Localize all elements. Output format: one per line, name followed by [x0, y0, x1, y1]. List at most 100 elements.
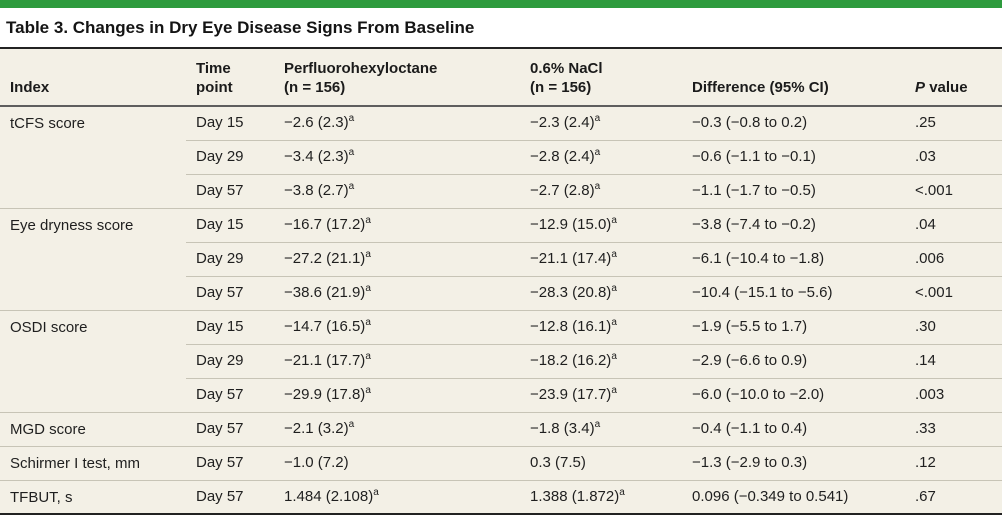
- timepoint-cell: Day 57: [186, 173, 274, 208]
- pfho-value-cell-text: −29.9 (17.8): [284, 386, 366, 403]
- pfho-value-cell-text: −3.8 (2.7): [284, 182, 349, 199]
- nacl-value-cell-text: −23.9 (17.7): [530, 386, 612, 403]
- difference-cell: −0.4 (−1.1 to 0.4): [682, 411, 905, 446]
- footnote-marker: a: [365, 215, 371, 226]
- pfho-value-cell: −3.8 (2.7)a: [274, 173, 520, 208]
- pvalue-cell-text: .04: [915, 216, 936, 233]
- timepoint-cell-text: Day 29: [196, 148, 244, 165]
- pvalue-cell-text: .03: [915, 148, 936, 165]
- table-row: Day 57 −38.6 (21.9)a −28.3 (20.8)a −10.4 (−…: [0, 275, 1002, 310]
- table-row: TFBUT, s Day 57 1.484 (2.108)a 1.388 (1.872…: [0, 479, 1002, 514]
- footnote-marker: a: [365, 351, 371, 362]
- nacl-value-cell-text: −12.9 (15.0): [530, 216, 612, 233]
- table-3-dry-eye-signs: Index Time point Perfluorohexyloctane (n…: [0, 47, 1002, 515]
- pvalue-cell: .003: [905, 377, 1002, 412]
- difference-cell: −3.8 (−7.4 to −0.2): [682, 207, 905, 242]
- pvalue-cell-text: .33: [915, 420, 936, 437]
- nacl-value-cell: −18.2 (16.2)a: [520, 343, 682, 378]
- index-cell: Schirmer I test, mm: [0, 445, 186, 480]
- pvalue-cell-text: <.001: [915, 284, 953, 301]
- index-cell: MGD score: [0, 411, 186, 446]
- difference-cell: −6.1 (−10.4 to −1.8): [682, 241, 905, 276]
- table-row: Day 57 −3.8 (2.7)a −2.7 (2.8)a −1.1 (−1.7 t…: [0, 173, 1002, 208]
- nacl-value-cell: −28.3 (20.8)a: [520, 275, 682, 310]
- nacl-value-cell-text: 0.3 (7.5): [530, 454, 586, 471]
- index-cell: tCFS score: [10, 115, 86, 132]
- table-row: Day 29 −3.4 (2.3)a −2.8 (2.4)a −0.6 (−1.1 t…: [0, 139, 1002, 174]
- difference-cell: 0.096 (−0.349 to 0.541): [682, 479, 905, 514]
- col-header-perfluorohexyloctane: Perfluorohexyloctane (n = 156): [274, 48, 520, 107]
- timepoint-cell-text: Day 57: [196, 386, 244, 403]
- nacl-value-cell: −1.8 (3.4)a: [520, 411, 682, 446]
- footnote-marker: a: [619, 486, 625, 498]
- timepoint-cell-text: Day 57: [196, 182, 244, 199]
- timepoint-cell: Day 15: [186, 106, 274, 140]
- pvalue-cell-text: <.001: [915, 182, 953, 199]
- index-cell: OSDI score: [0, 309, 186, 412]
- nacl-value-cell-text: −12.8 (16.1): [530, 318, 612, 335]
- pvalue-cell: .006: [905, 241, 1002, 276]
- difference-cell-text: −0.3 (−0.8 to 0.2): [692, 114, 808, 132]
- difference-cell-text: −3.8 (−7.4 to −0.2): [692, 216, 816, 233]
- col-header-nacl: 0.6% NaCl (n = 156): [520, 48, 682, 107]
- timepoint-cell: Day 57: [186, 377, 274, 412]
- col-header-pvalue: P value: [905, 48, 1002, 107]
- pfho-value-cell-text: −16.7 (17.2): [284, 216, 366, 233]
- timepoint-cell-text: Day 57: [196, 420, 244, 437]
- timepoint-cell: Day 29: [186, 139, 274, 174]
- table-row: Day 57 −29.9 (17.8)a −23.9 (17.7)a −6.0 (−1…: [0, 377, 1002, 412]
- pfho-value-cell-text: −2.6 (2.3): [284, 114, 349, 132]
- col-header-index: Index: [0, 48, 186, 107]
- pvalue-cell: .33: [905, 411, 1002, 446]
- difference-cell-text: −10.4 (−15.1 to −5.6): [692, 284, 833, 301]
- timepoint-cell-text: Day 57: [196, 487, 244, 505]
- pvalue-cell-text: .003: [915, 386, 945, 403]
- timepoint-cell-text: Day 29: [196, 352, 244, 369]
- pfho-value-cell: −1.0 (7.2): [274, 445, 520, 480]
- pvalue-cell-text: .67: [915, 487, 936, 505]
- header-row: Index Time point Perfluorohexyloctane (n…: [0, 48, 1002, 107]
- footnote-marker: a: [365, 283, 371, 294]
- pvalue-cell-text: .14: [915, 352, 936, 369]
- nacl-value-cell: 0.3 (7.5): [520, 445, 682, 480]
- nacl-value-cell-text: −21.1 (17.4): [530, 250, 612, 267]
- nacl-value-cell-text: −28.3 (20.8): [530, 284, 612, 301]
- difference-cell: −2.9 (−6.6 to 0.9): [682, 343, 905, 378]
- table-row: Schirmer I test, mm Day 57 −1.0 (7.2) 0.3 (…: [0, 445, 1002, 480]
- pvalue-cell: .03: [905, 139, 1002, 174]
- timepoint-cell-text: Day 15: [196, 318, 244, 335]
- difference-cell: −1.1 (−1.7 to −0.5): [682, 173, 905, 208]
- nacl-value-cell: 1.388 (1.872)a: [520, 479, 682, 514]
- timepoint-cell: Day 29: [186, 241, 274, 276]
- table-row: tCFS score Day 15 −2.6 (2.3)a −2.3 (2.4)a −0…: [0, 106, 1002, 140]
- timepoint-cell: Day 57: [186, 275, 274, 310]
- table-header: Index Time point Perfluorohexyloctane (n…: [0, 48, 1002, 107]
- footnote-marker: a: [594, 113, 601, 125]
- timepoint-cell-text: Day 29: [196, 250, 244, 267]
- timepoint-cell: Day 15: [186, 207, 274, 242]
- timepoint-cell: Day 57: [186, 411, 274, 446]
- pfho-value-cell: −14.7 (16.5)a: [274, 309, 520, 344]
- timepoint-cell-text: Day 57: [196, 454, 244, 471]
- table-body: tCFS score Day 15 −2.6 (2.3)a −2.3 (2.4)a −0…: [0, 106, 1002, 514]
- pvalue-cell: <.001: [905, 173, 1002, 208]
- pfho-value-cell: −16.7 (17.2)a: [274, 207, 520, 242]
- difference-cell: −0.3 (−0.8 to 0.2): [682, 106, 905, 140]
- difference-cell: −1.9 (−5.5 to 1.7): [682, 309, 905, 344]
- pvalue-cell: .14: [905, 343, 1002, 378]
- pfho-value-cell: −3.4 (2.3)a: [274, 139, 520, 174]
- article-page: Table 3. Changes in Dry Eye Disease Sign…: [0, 0, 1002, 515]
- pvalue-cell-text: .006: [915, 250, 945, 267]
- difference-cell-text: −6.1 (−10.4 to −1.8): [692, 250, 825, 267]
- pfho-value-cell-text: −2.1 (3.2): [284, 420, 349, 437]
- table-row: OSDI score Day 15 −14.7 (16.5)a −12.8 (16.1…: [0, 309, 1002, 412]
- timepoint-cell: Day 15: [186, 309, 274, 344]
- footnote-marker: a: [365, 385, 371, 396]
- difference-cell: −0.6 (−1.1 to −0.1): [682, 139, 905, 174]
- footnote-marker: a: [373, 486, 379, 498]
- pfho-value-cell-text: −1.0 (7.2): [284, 454, 349, 471]
- footnote-marker: a: [611, 317, 617, 328]
- footnote-marker: a: [611, 351, 617, 362]
- pvalue-cell-text: .25: [915, 114, 936, 132]
- pvalue-cell-text: .12: [915, 454, 936, 471]
